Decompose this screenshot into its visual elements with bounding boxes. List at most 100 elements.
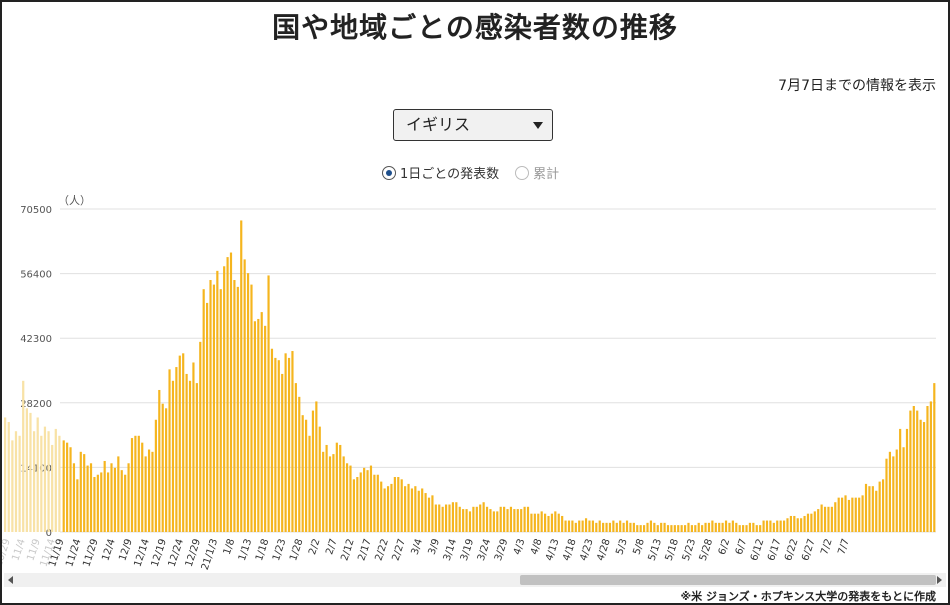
bar[interactable] — [458, 506, 461, 532]
bar[interactable] — [216, 270, 219, 532]
bar[interactable] — [701, 525, 704, 532]
bar[interactable] — [516, 509, 519, 532]
bar[interactable] — [912, 406, 915, 532]
bar[interactable] — [745, 525, 748, 532]
bar[interactable] — [656, 525, 659, 532]
bar[interactable] — [380, 481, 383, 532]
bar[interactable] — [520, 509, 523, 532]
bar[interactable] — [612, 520, 615, 532]
country-select[interactable]: イギリス — [393, 109, 553, 141]
bar[interactable] — [619, 520, 622, 532]
bar[interactable] — [462, 509, 465, 532]
bar[interactable] — [759, 525, 762, 532]
bar[interactable] — [421, 488, 424, 532]
bar[interactable] — [810, 513, 813, 532]
bar[interactable] — [485, 506, 489, 532]
bar[interactable] — [345, 463, 349, 532]
bar[interactable] — [270, 348, 274, 532]
bar[interactable] — [875, 490, 878, 532]
bar[interactable] — [287, 357, 291, 532]
bar[interactable] — [294, 383, 297, 532]
bar[interactable] — [547, 515, 550, 532]
bar[interactable] — [147, 449, 151, 532]
bar[interactable] — [871, 486, 874, 532]
bar[interactable] — [561, 515, 564, 532]
bar[interactable] — [195, 383, 198, 532]
bar[interactable] — [246, 273, 250, 532]
bar[interactable] — [643, 525, 646, 532]
bar[interactable] — [264, 325, 267, 532]
bar[interactable] — [342, 456, 345, 532]
bar[interactable] — [735, 522, 738, 532]
bar[interactable] — [137, 435, 140, 532]
bar[interactable] — [120, 470, 123, 532]
bar[interactable] — [649, 520, 653, 532]
bar[interactable] — [434, 504, 437, 532]
bar[interactable] — [595, 522, 598, 532]
bar[interactable] — [233, 280, 236, 532]
bar[interactable] — [844, 495, 847, 532]
bar[interactable] — [103, 460, 106, 532]
bar[interactable] — [311, 410, 315, 532]
bar[interactable] — [632, 522, 635, 532]
bar[interactable] — [895, 449, 898, 532]
bar[interactable] — [229, 252, 233, 532]
bar[interactable] — [530, 513, 533, 532]
bar[interactable] — [369, 465, 373, 532]
bar[interactable] — [188, 380, 192, 532]
bar[interactable] — [185, 373, 188, 532]
bar[interactable] — [441, 506, 444, 532]
bar[interactable] — [93, 477, 96, 532]
bar[interactable] — [250, 284, 253, 532]
bar[interactable] — [574, 522, 577, 532]
bar[interactable] — [363, 467, 366, 532]
bar[interactable] — [868, 486, 871, 532]
bar[interactable] — [130, 438, 134, 532]
bar[interactable] — [929, 401, 932, 532]
bar[interactable] — [124, 474, 127, 532]
scroll-left-icon[interactable] — [8, 576, 13, 584]
bar[interactable] — [89, 463, 93, 532]
bar[interactable] — [431, 495, 434, 532]
bar[interactable] — [202, 289, 205, 532]
bar[interactable] — [301, 415, 304, 532]
bar[interactable] — [707, 522, 711, 532]
bar[interactable] — [537, 513, 540, 532]
bar[interactable] — [888, 451, 892, 532]
bar[interactable] — [253, 321, 256, 532]
bar[interactable] — [165, 408, 168, 532]
bar[interactable] — [479, 504, 482, 532]
bar[interactable] — [789, 515, 792, 532]
bar[interactable] — [277, 360, 280, 532]
bar[interactable] — [448, 504, 451, 532]
bar[interactable] — [383, 488, 386, 532]
bar[interactable] — [79, 451, 82, 532]
bar[interactable] — [161, 403, 164, 532]
bar[interactable] — [731, 520, 734, 532]
bar[interactable] — [905, 428, 909, 532]
bar[interactable] — [127, 463, 130, 532]
bar[interactable] — [482, 502, 485, 532]
horizontal-scrollbar[interactable] — [4, 573, 946, 587]
bar[interactable] — [178, 355, 181, 532]
bar[interactable] — [438, 504, 441, 532]
bar[interactable] — [175, 367, 178, 532]
bar[interactable] — [823, 506, 827, 532]
bar[interactable] — [571, 520, 574, 532]
bar[interactable] — [902, 447, 905, 532]
bar[interactable] — [219, 289, 222, 532]
bar[interactable] — [598, 520, 601, 532]
bar[interactable] — [841, 497, 844, 532]
bar[interactable] — [578, 520, 581, 532]
bar[interactable] — [847, 499, 851, 532]
bar[interactable] — [106, 472, 110, 532]
bar[interactable] — [854, 497, 857, 532]
scroll-right-icon[interactable] — [937, 576, 942, 584]
bar[interactable] — [755, 525, 758, 532]
bar[interactable] — [356, 477, 359, 532]
bar[interactable] — [762, 520, 765, 532]
bar[interactable] — [62, 440, 65, 532]
bar[interactable] — [223, 266, 226, 532]
bar[interactable] — [919, 419, 922, 532]
bar[interactable] — [830, 506, 833, 532]
